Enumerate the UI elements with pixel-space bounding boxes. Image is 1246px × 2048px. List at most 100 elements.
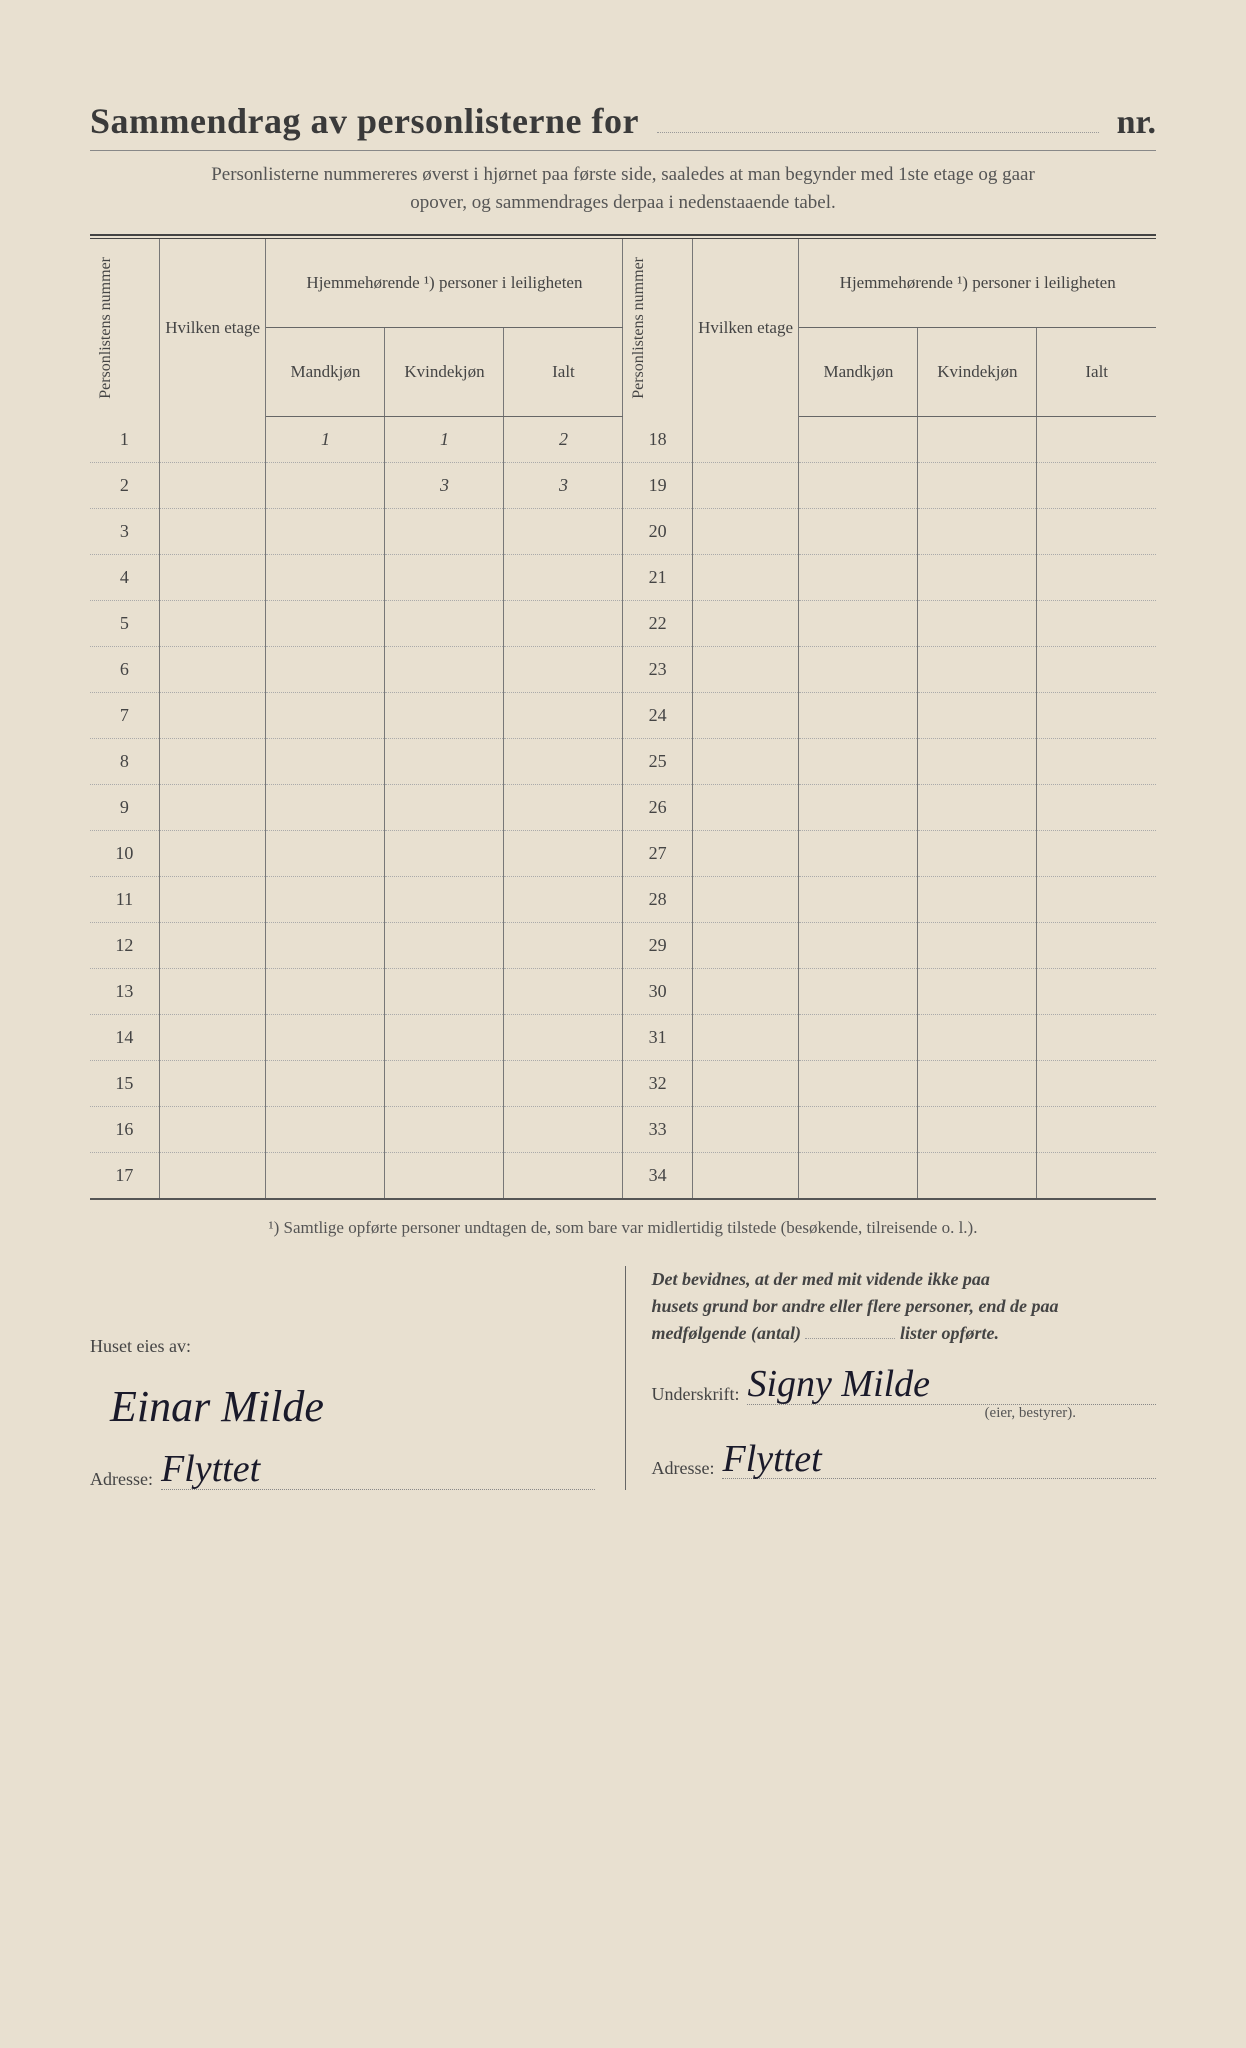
row-ialt-left[interactable] <box>504 969 623 1015</box>
row-etage-left[interactable] <box>159 1015 266 1061</box>
row-mandkjon-right[interactable] <box>799 831 918 877</box>
row-kvindekjon-left[interactable] <box>385 647 504 693</box>
row-kvindekjon-left[interactable] <box>385 969 504 1015</box>
row-etage-right[interactable] <box>692 969 799 1015</box>
row-ialt-right[interactable] <box>1037 417 1156 463</box>
adresse-right-value[interactable]: Flyttet <box>722 1442 1156 1479</box>
row-ialt-left[interactable] <box>504 601 623 647</box>
adresse-left-value[interactable]: Flyttet <box>161 1452 595 1489</box>
row-mandkjon-left[interactable] <box>266 923 385 969</box>
row-kvindekjon-right[interactable] <box>918 647 1037 693</box>
row-mandkjon-right[interactable] <box>799 463 918 509</box>
row-etage-left[interactable] <box>159 463 266 509</box>
row-etage-right[interactable] <box>692 417 799 463</box>
row-kvindekjon-right[interactable] <box>918 923 1037 969</box>
row-kvindekjon-right[interactable] <box>918 463 1037 509</box>
row-ialt-right[interactable] <box>1037 831 1156 877</box>
row-kvindekjon-left[interactable] <box>385 739 504 785</box>
row-etage-right[interactable] <box>692 785 799 831</box>
row-ialt-left[interactable] <box>504 831 623 877</box>
row-ialt-right[interactable] <box>1037 1153 1156 1199</box>
row-kvindekjon-right[interactable] <box>918 739 1037 785</box>
row-etage-left[interactable] <box>159 693 266 739</box>
row-etage-left[interactable] <box>159 831 266 877</box>
row-ialt-left[interactable] <box>504 785 623 831</box>
row-ialt-right[interactable] <box>1037 509 1156 555</box>
row-ialt-left[interactable] <box>504 923 623 969</box>
row-etage-right[interactable] <box>692 739 799 785</box>
row-etage-left[interactable] <box>159 969 266 1015</box>
row-mandkjon-left[interactable] <box>266 1153 385 1199</box>
row-etage-right[interactable] <box>692 601 799 647</box>
row-kvindekjon-left[interactable] <box>385 831 504 877</box>
row-mandkjon-left[interactable] <box>266 969 385 1015</box>
row-kvindekjon-left[interactable] <box>385 1015 504 1061</box>
row-ialt-left[interactable] <box>504 693 623 739</box>
row-kvindekjon-left[interactable] <box>385 1107 504 1153</box>
row-ialt-right[interactable] <box>1037 463 1156 509</box>
row-mandkjon-right[interactable] <box>799 1061 918 1107</box>
row-mandkjon-right[interactable] <box>799 509 918 555</box>
row-etage-left[interactable] <box>159 1061 266 1107</box>
row-mandkjon-left[interactable] <box>266 1015 385 1061</box>
row-ialt-right[interactable] <box>1037 785 1156 831</box>
row-ialt-left[interactable] <box>504 1015 623 1061</box>
row-mandkjon-right[interactable] <box>799 739 918 785</box>
row-mandkjon-right[interactable] <box>799 601 918 647</box>
row-etage-left[interactable] <box>159 1107 266 1153</box>
row-ialt-left[interactable] <box>504 739 623 785</box>
row-mandkjon-right[interactable] <box>799 1153 918 1199</box>
row-ialt-left[interactable] <box>504 877 623 923</box>
row-mandkjon-left[interactable]: 1 <box>266 417 385 463</box>
row-kvindekjon-right[interactable] <box>918 785 1037 831</box>
row-mandkjon-right[interactable] <box>799 693 918 739</box>
row-etage-right[interactable] <box>692 1153 799 1199</box>
row-mandkjon-left[interactable] <box>266 877 385 923</box>
row-kvindekjon-left[interactable] <box>385 785 504 831</box>
row-mandkjon-left[interactable] <box>266 739 385 785</box>
row-mandkjon-left[interactable] <box>266 693 385 739</box>
row-mandkjon-right[interactable] <box>799 555 918 601</box>
row-etage-right[interactable] <box>692 1061 799 1107</box>
row-kvindekjon-left[interactable]: 1 <box>385 417 504 463</box>
row-etage-left[interactable] <box>159 739 266 785</box>
row-etage-right[interactable] <box>692 647 799 693</box>
row-mandkjon-left[interactable] <box>266 1107 385 1153</box>
row-ialt-right[interactable] <box>1037 1015 1156 1061</box>
row-ialt-right[interactable] <box>1037 647 1156 693</box>
row-ialt-left[interactable] <box>504 1061 623 1107</box>
row-ialt-right[interactable] <box>1037 1107 1156 1153</box>
row-kvindekjon-left[interactable] <box>385 1061 504 1107</box>
row-kvindekjon-right[interactable] <box>918 555 1037 601</box>
row-kvindekjon-right[interactable] <box>918 509 1037 555</box>
row-ialt-left[interactable]: 2 <box>504 417 623 463</box>
row-etage-left[interactable] <box>159 1153 266 1199</box>
row-ialt-right[interactable] <box>1037 923 1156 969</box>
row-kvindekjon-left[interactable] <box>385 555 504 601</box>
row-ialt-left[interactable] <box>504 509 623 555</box>
row-kvindekjon-left[interactable] <box>385 693 504 739</box>
row-ialt-right[interactable] <box>1037 969 1156 1015</box>
row-etage-right[interactable] <box>692 509 799 555</box>
row-etage-right[interactable] <box>692 831 799 877</box>
row-etage-left[interactable] <box>159 923 266 969</box>
row-kvindekjon-left[interactable] <box>385 1153 504 1199</box>
row-etage-left[interactable] <box>159 509 266 555</box>
row-mandkjon-right[interactable] <box>799 923 918 969</box>
row-ialt-right[interactable] <box>1037 1061 1156 1107</box>
row-etage-right[interactable] <box>692 923 799 969</box>
row-etage-right[interactable] <box>692 555 799 601</box>
row-ialt-left[interactable] <box>504 1107 623 1153</box>
row-mandkjon-left[interactable] <box>266 1061 385 1107</box>
row-mandkjon-right[interactable] <box>799 785 918 831</box>
row-etage-right[interactable] <box>692 463 799 509</box>
row-mandkjon-left[interactable] <box>266 647 385 693</box>
row-mandkjon-right[interactable] <box>799 969 918 1015</box>
row-kvindekjon-left[interactable] <box>385 923 504 969</box>
row-mandkjon-left[interactable] <box>266 785 385 831</box>
row-mandkjon-right[interactable] <box>799 1107 918 1153</box>
row-etage-right[interactable] <box>692 693 799 739</box>
row-ialt-right[interactable] <box>1037 601 1156 647</box>
row-ialt-left[interactable]: 3 <box>504 463 623 509</box>
row-mandkjon-right[interactable] <box>799 1015 918 1061</box>
